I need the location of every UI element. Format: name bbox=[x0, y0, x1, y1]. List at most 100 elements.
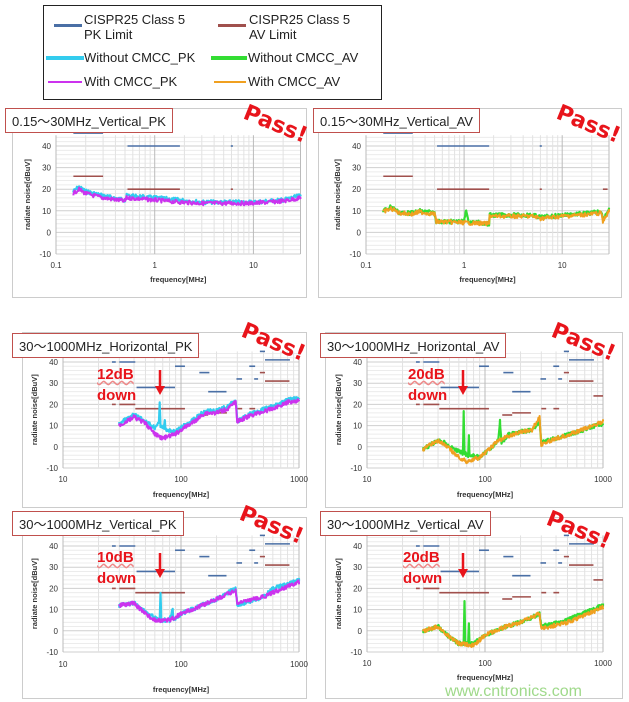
x-tick-label: 100 bbox=[174, 475, 188, 484]
x-tick-label: 100 bbox=[174, 660, 188, 669]
y-tick-label: 0 bbox=[358, 627, 363, 636]
x-tick-label: 10 bbox=[558, 261, 567, 270]
y-tick-label: 0 bbox=[54, 627, 59, 636]
y-tick-label: 10 bbox=[353, 422, 362, 431]
y-tick-label: 10 bbox=[353, 606, 362, 615]
y-tick-label: -10 bbox=[349, 250, 361, 259]
series-with-av bbox=[422, 604, 604, 648]
legend-label-without-av: Without CMCC_AV bbox=[248, 50, 359, 65]
x-tick-label: 10 bbox=[249, 261, 258, 270]
series-without-pk bbox=[118, 577, 301, 624]
y-tick-label: 40 bbox=[49, 358, 58, 367]
x-tick-label: 10 bbox=[363, 659, 372, 668]
y-tick-label: 40 bbox=[42, 142, 51, 151]
legend-text: CISPR25 Class 5 bbox=[249, 12, 351, 27]
legend-text: PK Limit bbox=[84, 27, 133, 42]
y-tick-label: 40 bbox=[352, 142, 361, 151]
legend-swatch-with-pk bbox=[48, 81, 82, 83]
legend-swatch-pk-limit bbox=[54, 24, 82, 27]
legend-swatch-without-av bbox=[211, 56, 247, 60]
down-arrow-icon bbox=[155, 386, 165, 395]
x-tick-label: 10 bbox=[363, 475, 372, 484]
y-tick-label: 40 bbox=[49, 542, 58, 551]
x-tick-label: 1 bbox=[152, 261, 157, 270]
y-tick-label: 10 bbox=[49, 422, 58, 431]
y-tick-label: 10 bbox=[49, 606, 58, 615]
watermark: www.cntronics.com bbox=[445, 683, 582, 700]
series-with-av bbox=[382, 206, 610, 227]
y-tick-label: 0 bbox=[358, 443, 363, 452]
y-axis-label: radiate noise[dBuV] bbox=[334, 374, 343, 445]
y-tick-label: 40 bbox=[353, 358, 362, 367]
y-tick-label: 10 bbox=[42, 207, 51, 216]
x-axis-label: frequency[MHz] bbox=[153, 685, 210, 694]
chart-panel bbox=[22, 517, 307, 699]
y-axis-label: radiate noise[dBuV] bbox=[333, 159, 342, 230]
y-tick-label: -10 bbox=[39, 250, 51, 259]
series-with-pk bbox=[118, 398, 300, 441]
series-with-pk bbox=[118, 579, 300, 624]
y-tick-label: 0 bbox=[47, 228, 52, 237]
y-tick-label: -10 bbox=[46, 648, 58, 657]
series-with-pk bbox=[72, 186, 302, 207]
down-arrow-icon bbox=[458, 386, 468, 395]
x-tick-label: 100 bbox=[478, 659, 492, 668]
x-axis-label: frequency[MHz] bbox=[457, 490, 514, 499]
y-tick-label: 0 bbox=[54, 443, 59, 452]
y-tick-label: 30 bbox=[49, 379, 58, 388]
legend-label-with-av: With CMCC_AV bbox=[248, 74, 341, 89]
x-tick-label: 1 bbox=[462, 261, 467, 270]
y-tick-label: 20 bbox=[352, 185, 361, 194]
y-tick-label: -10 bbox=[46, 464, 58, 473]
legend-swatch-without-pk bbox=[46, 56, 84, 60]
legend-label-without-pk: Without CMCC_PK bbox=[84, 50, 196, 65]
y-axis-label: radiate noise[dBuV] bbox=[23, 159, 32, 230]
x-tick-label: 0.1 bbox=[360, 261, 372, 270]
legend-label-av-limit: CISPR25 Class 5 AV Limit bbox=[249, 12, 350, 42]
x-tick-label: 10 bbox=[59, 475, 68, 484]
x-axis-label: frequency[MHz] bbox=[459, 275, 516, 284]
y-tick-label: -10 bbox=[350, 648, 362, 657]
y-tick-label: 20 bbox=[49, 400, 58, 409]
legend-label-with-pk: With CMCC_PK bbox=[84, 74, 178, 89]
y-tick-label: 30 bbox=[353, 563, 362, 572]
legend-swatch-av-limit bbox=[218, 24, 246, 27]
x-tick-label: 100 bbox=[478, 475, 492, 484]
y-tick-label: 20 bbox=[353, 584, 362, 593]
y-tick-label: 40 bbox=[353, 542, 362, 551]
x-tick-label: 1000 bbox=[290, 475, 308, 484]
chart-2: 40 30 20 10 0 -10 0.1 1 10 frequency[MHz] radiate … bbox=[333, 132, 611, 284]
legend-swatch-with-av bbox=[214, 81, 246, 83]
legend-text: AV Limit bbox=[249, 27, 297, 42]
series-without-pk bbox=[118, 396, 301, 435]
chart-panel bbox=[318, 108, 622, 298]
y-tick-label: 20 bbox=[49, 584, 58, 593]
x-tick-label: 1000 bbox=[290, 660, 308, 669]
down-arrow-icon bbox=[458, 569, 468, 578]
y-tick-label: 20 bbox=[42, 185, 51, 194]
down-arrow-icon bbox=[155, 569, 165, 578]
x-tick-label: 0.1 bbox=[50, 261, 62, 270]
y-tick-label: -10 bbox=[350, 464, 362, 473]
y-tick-label: 10 bbox=[352, 207, 361, 216]
x-tick-label: 1000 bbox=[594, 475, 612, 484]
y-axis-label: radiate noise[dBuV] bbox=[334, 558, 343, 629]
y-tick-label: 30 bbox=[42, 164, 51, 173]
x-axis-label: frequency[MHz] bbox=[457, 673, 514, 682]
x-axis-label: frequency[MHz] bbox=[153, 490, 210, 499]
y-tick-label: 30 bbox=[353, 379, 362, 388]
legend-text: CISPR25 Class 5 bbox=[84, 12, 186, 27]
y-axis-label: radiate noise[dBuV] bbox=[30, 558, 39, 629]
x-axis-label: frequency[MHz] bbox=[150, 275, 207, 284]
y-tick-label: 30 bbox=[352, 164, 361, 173]
x-tick-label: 1000 bbox=[594, 659, 612, 668]
y-tick-label: 20 bbox=[353, 400, 362, 409]
x-tick-label: 10 bbox=[59, 660, 68, 669]
